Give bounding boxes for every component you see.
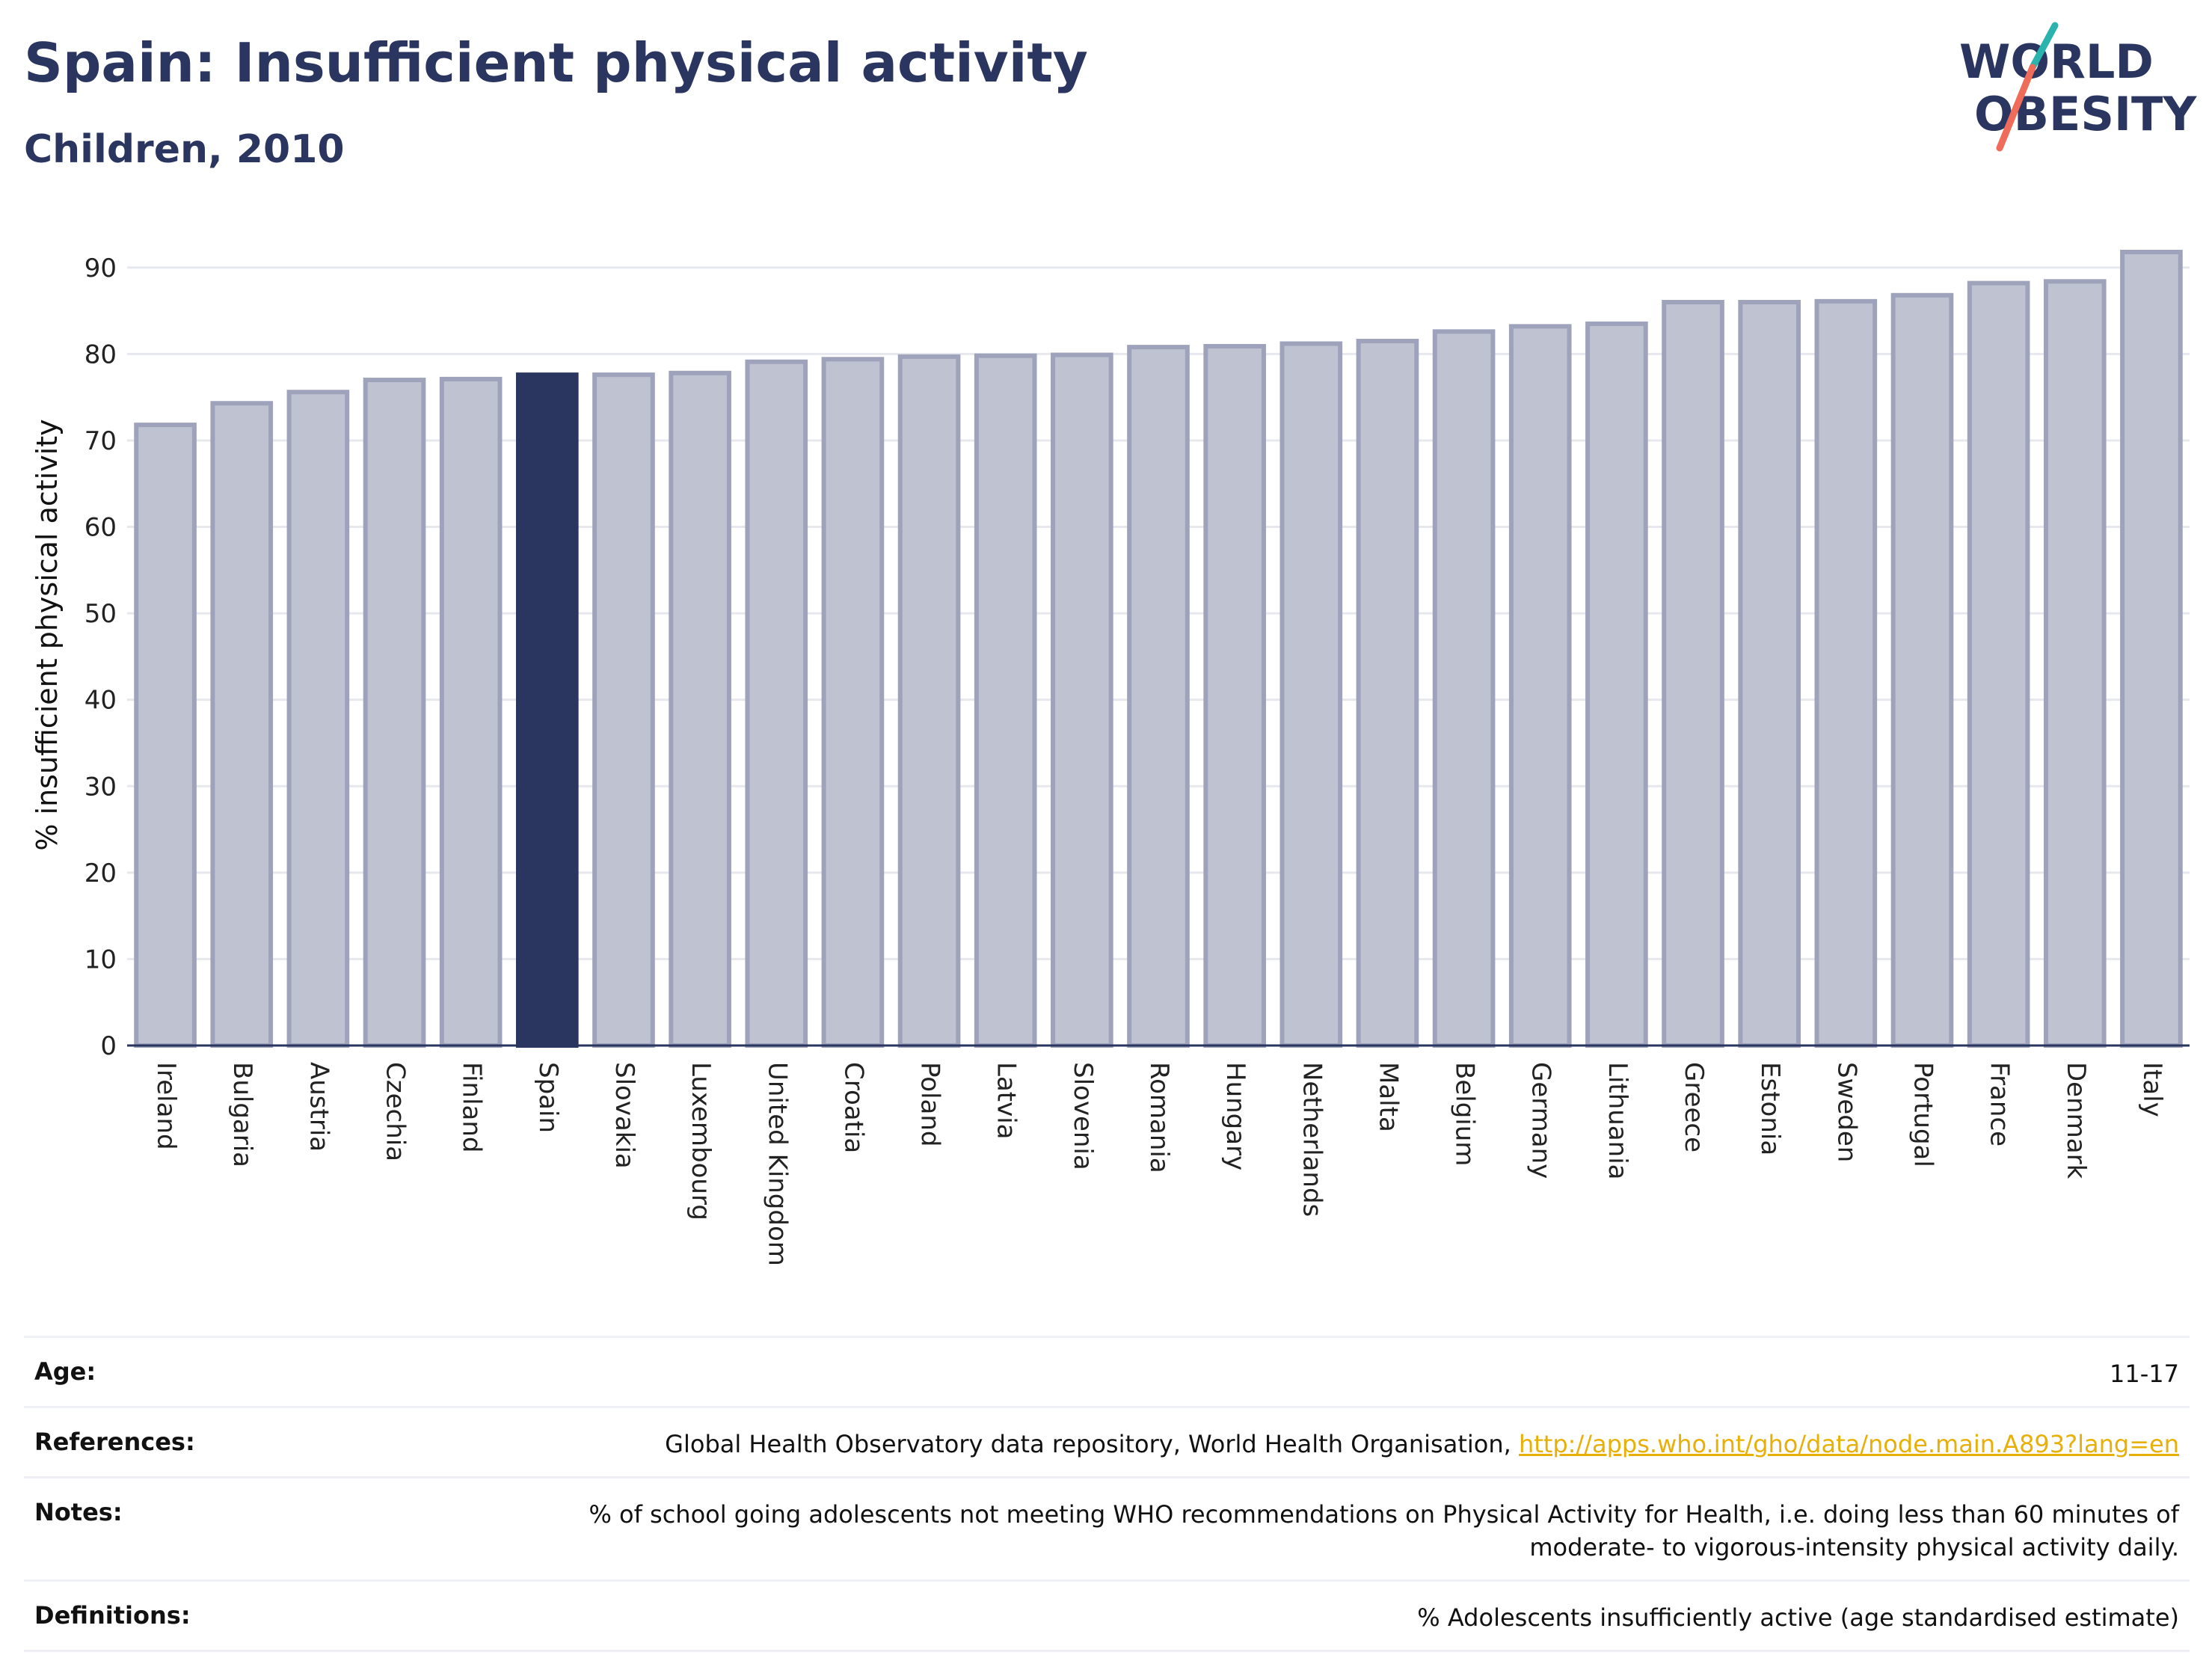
bar xyxy=(821,357,885,1048)
y-tick-label: 20 xyxy=(85,859,117,888)
notes-label: Notes: xyxy=(34,1497,123,1526)
x-tick-label: Belgium xyxy=(1450,1062,1480,1166)
x-tick-label: Luxembourg xyxy=(686,1062,716,1220)
bar xyxy=(1051,352,1113,1048)
x-tick-label: Czechia xyxy=(381,1062,411,1161)
x-tick-label: Denmark xyxy=(2061,1062,2091,1179)
bar xyxy=(1738,300,1801,1048)
axis-labels: 0 10 20 30 40 50 60 70 80 90 Ireland Bulgaria Austri… xyxy=(31,254,2167,1266)
bar xyxy=(286,390,350,1048)
y-tick-label: 80 xyxy=(85,340,117,369)
x-tick-label: Malta xyxy=(1373,1062,1403,1132)
bar xyxy=(1279,341,1343,1048)
bar xyxy=(1127,345,1190,1048)
meta-row-age: Age: 11-17 xyxy=(24,1336,2190,1406)
bar xyxy=(745,359,808,1048)
x-tick-label: France xyxy=(1985,1062,2015,1146)
bar xyxy=(363,378,426,1048)
x-tick-label: Portugal xyxy=(1908,1062,1938,1167)
references-text: Global Health Observatory data repositor… xyxy=(665,1429,1519,1458)
x-tick-label: United Kingdom xyxy=(762,1062,792,1266)
y-tick-label: 30 xyxy=(85,772,117,802)
bar xyxy=(1814,298,1878,1048)
bar xyxy=(1356,339,1419,1048)
x-tick-label: Poland xyxy=(915,1062,945,1147)
bar xyxy=(897,354,961,1048)
logo-slash-coral xyxy=(1996,64,2036,152)
bar xyxy=(439,376,503,1048)
x-tick-label: Sweden xyxy=(1831,1062,1861,1162)
world-obesity-logo: WORLD OBESITY xyxy=(1959,22,2197,152)
y-tick-label: 60 xyxy=(85,513,117,543)
meta-row-notes: Notes: % of school going adolescents not… xyxy=(24,1476,2190,1580)
bar xyxy=(1508,324,1572,1048)
definitions-label: Definitions: xyxy=(34,1601,191,1630)
bar xyxy=(2043,279,2107,1048)
bar xyxy=(1432,329,1496,1048)
x-tick-label: Italy xyxy=(2137,1062,2167,1117)
x-tick-label: Bulgaria xyxy=(227,1062,257,1167)
x-tick-label: Estonia xyxy=(1755,1062,1785,1155)
x-tick-label: Germany xyxy=(1526,1062,1556,1179)
bar xyxy=(134,423,197,1048)
x-tick-label: Finland xyxy=(457,1062,487,1153)
bars xyxy=(134,249,2183,1048)
references-link[interactable]: http://apps.who.int/gho/data/node.main.A… xyxy=(1518,1429,2179,1458)
age-value: 11-17 xyxy=(2110,1360,2179,1388)
references-value: Global Health Observatory data repositor… xyxy=(665,1428,2179,1461)
x-tick-label: Hungary xyxy=(1220,1062,1250,1170)
chart-subtitle: Children, 2010 xyxy=(24,127,345,172)
bar xyxy=(974,353,1037,1048)
y-axis-label: % insufficient physical activity xyxy=(31,419,64,850)
notes-value: % of school going adolescents not meetin… xyxy=(589,1498,2179,1565)
x-tick-label: Austria xyxy=(304,1062,334,1152)
x-tick-label: Ireland xyxy=(151,1062,181,1150)
bar xyxy=(1585,321,1648,1048)
y-tick-label: 50 xyxy=(85,599,117,629)
notes-line-2: moderate- to vigorous-intensity physical… xyxy=(1529,1533,2179,1562)
logo-text-world: WORLD xyxy=(1959,34,2154,89)
x-tick-label: Slovakia xyxy=(609,1062,639,1169)
logo-slash-teal xyxy=(2029,22,2059,71)
chart-title: Spain: Insufficient physical activity xyxy=(24,31,1088,94)
bar xyxy=(1203,343,1266,1048)
bar-chart: 0 10 20 30 40 50 60 70 80 90 Ireland Bulgaria Austri… xyxy=(31,249,2190,1266)
y-tick-label: 90 xyxy=(85,254,117,283)
bar xyxy=(2120,249,2183,1048)
bar xyxy=(592,372,655,1048)
age-label: Age: xyxy=(34,1357,96,1386)
x-tick-label: Latvia xyxy=(992,1062,1021,1140)
bar-highlight xyxy=(515,372,579,1048)
bar xyxy=(669,370,731,1048)
y-tick-label: 10 xyxy=(85,945,117,974)
x-tick-label: Spain xyxy=(533,1062,563,1133)
y-tick-label: 40 xyxy=(85,686,117,716)
chart-metadata: Age: 11-17 References: Global Health Obs… xyxy=(24,1336,2190,1652)
notes-line-1: % of school going adolescents not meetin… xyxy=(589,1499,2179,1529)
definitions-value: % Adolescents insufficiently active (age… xyxy=(1417,1603,2179,1633)
bar xyxy=(1662,300,1724,1048)
x-tick-label: Lithuania xyxy=(1603,1062,1632,1179)
y-tick-label: 70 xyxy=(85,426,117,456)
meta-row-references: References: Global Health Observatory da… xyxy=(24,1405,2190,1476)
x-tick-label: Croatia xyxy=(838,1062,868,1153)
references-label: References: xyxy=(34,1427,195,1456)
y-tick-label: 0 xyxy=(100,1031,117,1061)
bar xyxy=(1967,280,2030,1048)
x-tick-label: Romania xyxy=(1144,1062,1174,1173)
x-tick-label: Slovenia xyxy=(1068,1062,1098,1170)
x-tick-label: Netherlands xyxy=(1297,1062,1327,1217)
x-tick-label: Greece xyxy=(1679,1062,1709,1152)
meta-row-definitions: Definitions: % Adolescents insufficientl… xyxy=(24,1579,2190,1652)
bar xyxy=(210,401,274,1048)
bar xyxy=(1890,292,1954,1048)
